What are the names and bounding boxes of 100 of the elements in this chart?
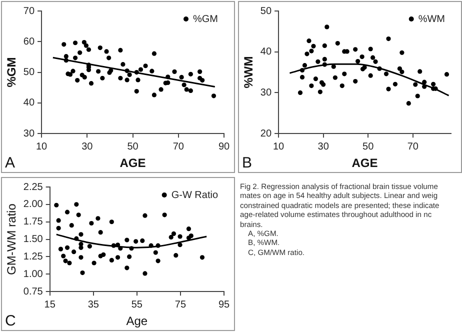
- x-tick-label: 75: [174, 299, 186, 310]
- y-axis-title: %WM: [242, 56, 256, 88]
- point: [124, 68, 130, 74]
- y-axis-title: %GM: [4, 57, 19, 88]
- y-tick-label: 20: [260, 128, 272, 140]
- point: [153, 250, 158, 255]
- x-tick-label: 90: [218, 141, 230, 152]
- point: [136, 78, 140, 82]
- point: [150, 68, 154, 74]
- point: [118, 76, 123, 80]
- point: [178, 242, 182, 248]
- point: [332, 75, 338, 80]
- point: [179, 74, 184, 80]
- legend-label: G-W Ratio: [171, 190, 218, 201]
- text: C: [5, 312, 16, 330]
- point: [178, 234, 182, 239]
- point: [322, 62, 327, 67]
- point: [56, 226, 61, 230]
- x-tick-label: 70: [407, 141, 419, 152]
- point: [158, 87, 164, 92]
- line-series: [56, 234, 208, 248]
- point: [373, 59, 378, 64]
- legend-label: %WM: [418, 14, 446, 25]
- point: [415, 94, 420, 98]
- x-tick-label: 50: [362, 141, 374, 152]
- point: [302, 63, 308, 68]
- x-tick-label: 30: [318, 141, 330, 152]
- point: [74, 202, 79, 207]
- y-tick-label: 30: [260, 87, 272, 98]
- point: [198, 69, 202, 74]
- point: [75, 78, 80, 83]
- point: [298, 90, 303, 96]
- text: A: [5, 154, 16, 172]
- point: [422, 80, 427, 84]
- point: [70, 68, 76, 74]
- point: [111, 243, 116, 248]
- point: [322, 56, 327, 62]
- point: [61, 254, 66, 258]
- point: [124, 78, 130, 82]
- point: [58, 246, 64, 252]
- x-axis-title: Age: [126, 314, 148, 328]
- legend-label: %GM: [193, 14, 218, 25]
- point: [67, 260, 72, 266]
- point: [413, 82, 418, 87]
- point: [143, 64, 148, 68]
- point: [134, 239, 138, 244]
- point: [400, 70, 404, 74]
- point: [306, 38, 312, 44]
- x-tick-label: 55: [131, 299, 143, 310]
- point: [313, 76, 318, 82]
- y-tick-label: 0.75: [23, 286, 44, 298]
- point: [134, 70, 139, 75]
- x-tick-label: 70: [172, 141, 184, 152]
- point: [80, 270, 85, 276]
- point: [87, 244, 92, 249]
- point: [72, 250, 76, 254]
- point: [74, 236, 79, 241]
- y-tick-label: 40: [260, 46, 272, 58]
- point: [100, 76, 105, 80]
- point: [370, 55, 376, 60]
- point: [118, 48, 123, 53]
- point: [431, 82, 436, 86]
- point: [386, 86, 391, 92]
- x-tick-label: 35: [88, 299, 100, 310]
- point: [109, 220, 114, 224]
- point: [152, 51, 157, 56]
- x-tick-label: 95: [218, 299, 230, 310]
- x-tick-label: 10: [272, 141, 285, 152]
- point: [92, 260, 96, 266]
- point: [360, 54, 364, 60]
- point: [300, 68, 305, 73]
- point: [356, 58, 360, 64]
- point: [104, 49, 109, 54]
- y-tick-label: 40: [23, 98, 35, 109]
- point: [106, 56, 112, 60]
- point: [64, 245, 70, 250]
- point: [174, 253, 178, 258]
- point: [78, 255, 84, 260]
- point: [335, 40, 340, 46]
- point: [392, 82, 398, 86]
- point: [115, 255, 120, 260]
- point: [316, 59, 320, 64]
- point: [166, 74, 170, 80]
- point: [64, 58, 68, 63]
- point: [78, 232, 84, 237]
- y-tick-label: 1.00: [23, 268, 44, 280]
- point: [368, 46, 373, 52]
- point: [82, 74, 87, 80]
- point: [309, 83, 314, 88]
- point: [56, 218, 61, 223]
- point: [311, 44, 316, 48]
- point: [377, 66, 382, 71]
- point: [184, 87, 189, 92]
- point: [188, 88, 193, 93]
- text: B: [242, 154, 252, 172]
- point: [406, 101, 411, 106]
- point: [109, 258, 114, 263]
- y-tick-label: 1.75: [23, 216, 44, 228]
- point: [142, 271, 148, 276]
- point: [62, 42, 66, 47]
